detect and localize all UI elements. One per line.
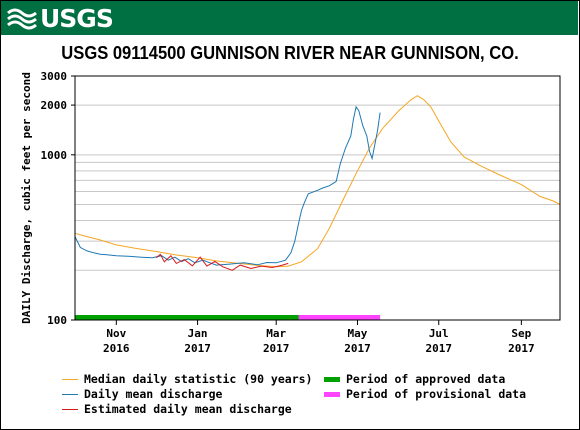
y-tick-label: 1000 — [41, 149, 68, 162]
usgs-wave-icon — [7, 8, 37, 30]
legend-item-approved: Period of approved data — [324, 372, 505, 386]
series-line — [74, 105, 381, 266]
legend-swatch-provisional — [324, 391, 340, 397]
y-tick-label: 2000 — [41, 99, 68, 112]
legend-item-median: Median daily statistic (90 years) — [62, 372, 312, 386]
plot-area-border — [74, 75, 561, 321]
discharge-chart: 100 1000 2000 3000 Nov 2016 Jan 2017 Mar 2017 May 2… — [20, 70, 561, 355]
legend-item-estimated: Estimated daily mean discharge — [62, 402, 292, 416]
legend-label-approved: Period of approved data — [346, 372, 506, 386]
usgs-banner: USGS — [1, 1, 578, 35]
series-line — [155, 253, 289, 271]
chart-legend: Median daily statistic (90 years) Daily … — [62, 370, 572, 422]
usgs-logo-text: USGS — [40, 3, 114, 33]
legend-swatch-median — [62, 378, 78, 380]
legend-label-estimated: Estimated daily mean discharge — [84, 402, 292, 416]
x-tick-month-label: Sep — [511, 327, 531, 340]
y-tick-label: 3000 — [41, 70, 68, 83]
x-tick-year-label: 2017 — [426, 342, 453, 355]
y-tick-label: 100 — [47, 314, 67, 327]
usgs-logo: USGS — [7, 3, 114, 33]
x-tick-year-label: 2017 — [184, 342, 211, 355]
legend-item-daily-mean: Daily mean discharge — [62, 387, 222, 401]
x-tick-year-label: 2017 — [508, 342, 535, 355]
legend-label-provisional: Period of provisional data — [346, 387, 527, 401]
data-period-bars — [75, 315, 381, 320]
period-bar — [75, 315, 299, 320]
y-axis-label: DAILY Discharge, cubic feet per second — [20, 72, 33, 324]
legend-label-median: Median daily statistic (90 years) — [84, 372, 313, 386]
x-tick-month-label: May — [348, 327, 368, 340]
series-lines — [74, 95, 561, 271]
legend-item-provisional: Period of provisional data — [324, 387, 526, 401]
axis-ticks: 100 1000 2000 3000 Nov 2016 Jan 2017 Mar 2017 May 2… — [41, 70, 535, 355]
grid-lines — [75, 75, 560, 271]
x-tick-month-label: Nov — [106, 327, 126, 340]
chart-title: USGS 09114500 GUNNISON RIVER NEAR GUNNIS… — [61, 43, 519, 63]
legend-swatch-daily-mean — [62, 393, 78, 395]
period-bar — [298, 315, 381, 320]
x-tick-month-label: Mar — [266, 327, 286, 340]
legend-swatch-approved — [324, 376, 340, 382]
x-tick-year-label: 2017 — [263, 342, 290, 355]
x-tick-month-label: Jan — [188, 327, 208, 340]
legend-swatch-estimated — [62, 408, 78, 410]
x-tick-year-label: 2016 — [103, 342, 130, 355]
series-line — [74, 95, 561, 268]
legend-label-daily-mean: Daily mean discharge — [84, 387, 223, 401]
x-tick-year-label: 2017 — [344, 342, 371, 355]
x-tick-month-label: Jul — [429, 327, 449, 340]
